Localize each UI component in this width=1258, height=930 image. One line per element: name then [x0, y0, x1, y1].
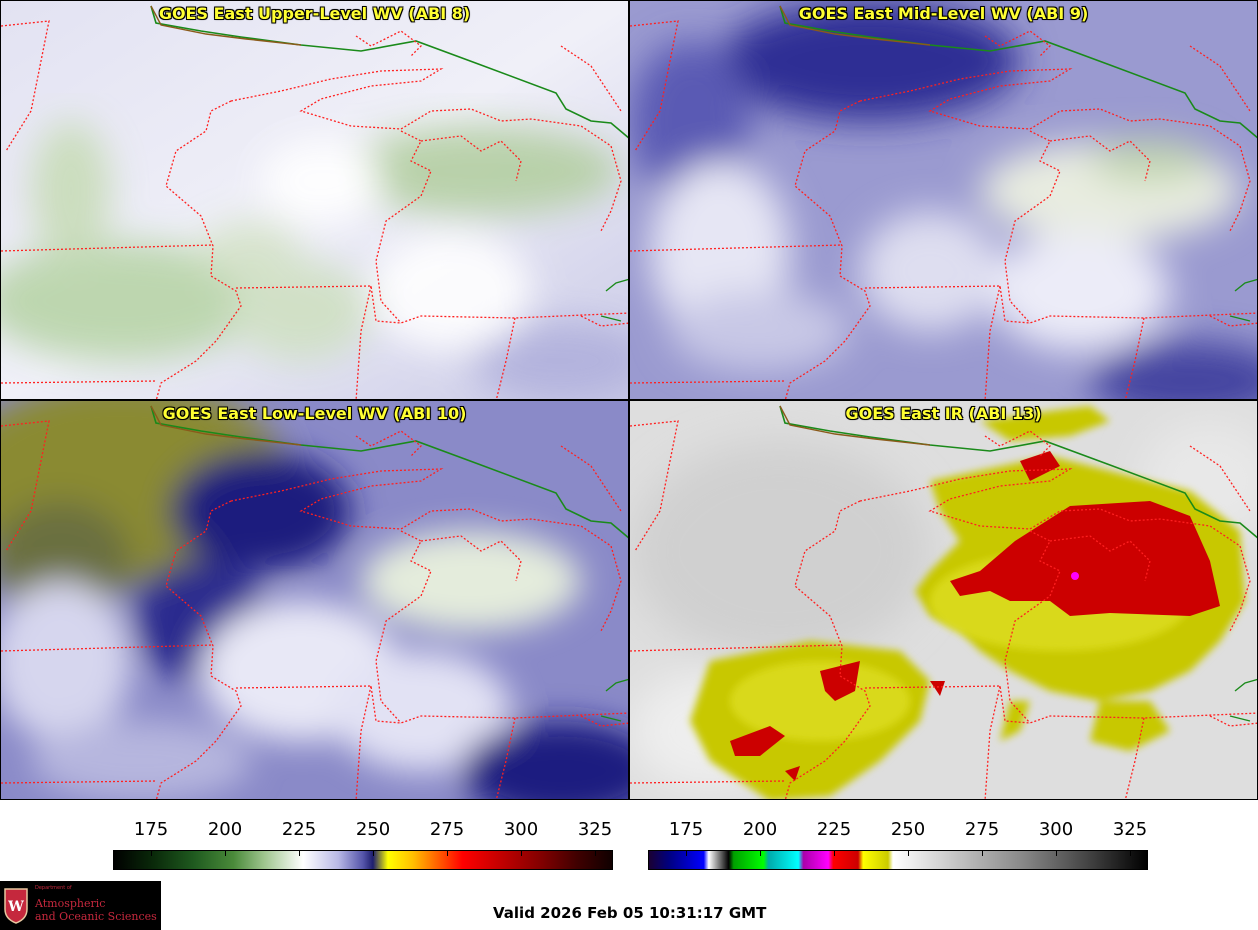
- tick-label: 175: [668, 819, 704, 840]
- tick-label: 300: [1038, 819, 1074, 840]
- panel-title: GOES East Mid-Level WV (ABI 9): [798, 4, 1089, 23]
- ir-image: [630, 401, 1257, 799]
- wv-colorbar-gradient: [113, 850, 613, 870]
- ir-colorbar-gradient: [648, 850, 1148, 870]
- logo-line-1: Atmospheric: [35, 897, 106, 910]
- tick-mark: [908, 850, 909, 856]
- tick-label: 175: [133, 819, 169, 840]
- tick-label: 250: [355, 819, 391, 840]
- tick-label: 300: [503, 819, 539, 840]
- aos-logo: W Department of Atmospheric and Oceanic …: [0, 881, 161, 930]
- tick-mark: [447, 850, 448, 856]
- tick-mark: [151, 850, 152, 856]
- panel-title: GOES East Low-Level WV (ABI 10): [162, 404, 467, 423]
- mid-level-wv-panel: GOES East Mid-Level WV (ABI 9): [629, 0, 1258, 400]
- tick-mark: [299, 850, 300, 856]
- tick-label: 200: [742, 819, 778, 840]
- tick-mark: [521, 850, 522, 856]
- tick-mark: [834, 850, 835, 856]
- tick-mark: [686, 850, 687, 856]
- valid-time: Valid 2026 Feb 05 10:31:17 GMT: [493, 904, 767, 922]
- wv-colorbar-ticks: 175 200 225 250 275 300 325: [113, 816, 613, 846]
- logo-department: Department of: [35, 885, 72, 891]
- upper-level-wv-panel: GOES East Upper-Level WV (ABI 8): [0, 0, 629, 400]
- tick-label: 325: [1112, 819, 1148, 840]
- low-level-wv-image: [1, 401, 628, 799]
- mid-level-wv-image: [630, 1, 1257, 399]
- tick-mark: [595, 850, 596, 856]
- panel-title: GOES East IR (ABI 13): [845, 404, 1042, 423]
- ir-panel: GOES East IR (ABI 13): [629, 400, 1258, 800]
- tick-label: 225: [281, 819, 317, 840]
- crest-icon: W: [4, 888, 28, 924]
- tick-mark: [1056, 850, 1057, 856]
- logo-line-2: and Oceanic Sciences: [35, 910, 157, 923]
- tick-mark: [982, 850, 983, 856]
- tick-mark: [760, 850, 761, 856]
- tick-label: 200: [207, 819, 243, 840]
- ir-colorbar-ticks: 175 200 225 250 275 300 325: [648, 816, 1148, 846]
- ir-colorbar: 175 200 225 250 275 300 325: [648, 816, 1148, 872]
- tick-label: 275: [429, 819, 465, 840]
- tick-label: 250: [890, 819, 926, 840]
- tick-label: 225: [816, 819, 852, 840]
- upper-level-wv-image: [1, 1, 628, 399]
- panel-title: GOES East Upper-Level WV (ABI 8): [158, 4, 471, 23]
- tick-label: 275: [964, 819, 1000, 840]
- tick-mark: [373, 850, 374, 856]
- svg-text:W: W: [7, 899, 24, 915]
- tick-mark: [1130, 850, 1131, 856]
- low-level-wv-panel: GOES East Low-Level WV (ABI 10): [0, 400, 629, 800]
- tick-mark: [225, 850, 226, 856]
- wv-colorbar: 175 200 225 250 275 300 325: [113, 816, 613, 872]
- tick-label: 325: [577, 819, 613, 840]
